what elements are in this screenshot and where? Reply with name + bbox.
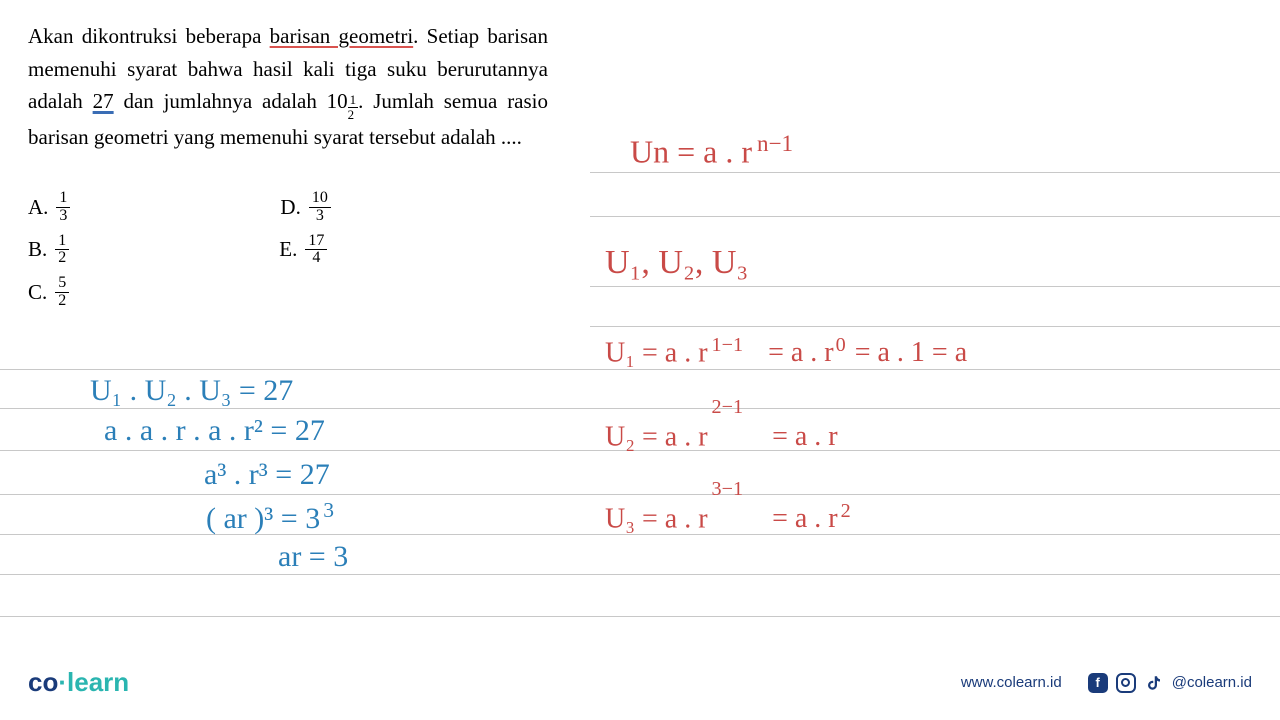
ar-equals: ar = 3 xyxy=(278,540,348,574)
underlined-barisan-geometri: barisan geometri xyxy=(270,24,414,48)
footer-handle: @colearn.id xyxy=(1172,674,1252,691)
tiktok-icon xyxy=(1144,673,1164,693)
frac-num: 1 xyxy=(55,233,69,251)
frac-den: 4 xyxy=(309,250,323,267)
ar-cubed: ( ar )³ = 33 xyxy=(206,498,331,536)
logo-dot: · xyxy=(58,667,67,697)
frac-num: 1 xyxy=(56,190,70,208)
u3-end: = a . r xyxy=(772,503,838,534)
frac-num: 10 xyxy=(309,190,331,208)
problem-part-c: dan jumlahnya adalah 10 xyxy=(114,89,348,113)
social-icons: f @colearn.id xyxy=(1088,673,1252,693)
frac-num: 5 xyxy=(55,275,69,293)
option-letter: E. xyxy=(279,235,297,264)
problem-fraction: 12 xyxy=(348,93,359,121)
frac-den: 3 xyxy=(56,208,70,225)
u1-mid: = a . r xyxy=(768,337,834,368)
instagram-icon xyxy=(1116,673,1136,693)
underlined-27: 27 xyxy=(93,89,114,113)
option-letter: B. xyxy=(28,235,47,264)
problem-text: Akan dikontruksi beberapa barisan geomet… xyxy=(28,20,548,156)
u3-exp: 3−1 xyxy=(712,478,744,500)
option-letter: A. xyxy=(28,193,48,222)
footer: co·learn www.colearn.id f @colearn.id xyxy=(28,667,1252,698)
answer-options: A. 13 D. 103 B. 12 E. 174 C. 52 xyxy=(28,190,331,318)
u2-end: = a . r xyxy=(772,421,838,452)
option-c: C. 52 xyxy=(28,275,69,310)
frac-den: 2 xyxy=(55,293,69,310)
u1-text: U₁ = a . r xyxy=(605,337,708,368)
u2-exp: 2−1 xyxy=(712,396,744,418)
logo-co: co xyxy=(28,667,58,697)
frac-den: 2 xyxy=(55,250,69,267)
facebook-icon: f xyxy=(1088,673,1108,693)
option-b: B. 12 xyxy=(28,233,69,268)
option-d: D. 103 xyxy=(280,190,330,225)
option-letter: C. xyxy=(28,278,47,307)
ar-cube-exp: 3 xyxy=(323,498,334,522)
footer-url: www.colearn.id xyxy=(961,674,1062,691)
logo-learn: learn xyxy=(67,667,129,697)
u1-exp2: 0 xyxy=(836,334,846,356)
footer-right: www.colearn.id f @colearn.id xyxy=(961,673,1252,693)
option-a: A. 13 xyxy=(28,190,70,225)
u3-derivation: U₃ = a . r3−1 = a . r2 xyxy=(605,500,848,535)
un-text: Un = a . r xyxy=(630,134,752,170)
option-letter: D. xyxy=(280,193,300,222)
product-equation: U₁ . U₂ . U₃ = 27 xyxy=(90,374,293,408)
u3-text: U₃ = a . r xyxy=(605,503,708,534)
u2-text: U₂ = a . r xyxy=(605,421,708,452)
brand-logo: co·learn xyxy=(28,667,129,698)
frac-den: 2 xyxy=(348,108,359,122)
un-exp: n−1 xyxy=(757,130,793,156)
u1-end: = a . 1 = a xyxy=(855,337,967,368)
u1-exp: 1−1 xyxy=(712,334,744,356)
frac-num: 1 xyxy=(348,93,359,108)
frac-num: 17 xyxy=(305,233,327,251)
problem-part-a: Akan dikontruksi beberapa xyxy=(28,24,270,48)
formula-un: Un = a . rn−1 xyxy=(630,130,788,171)
u3-sq: 2 xyxy=(841,500,851,522)
u2-derivation: U₂ = a . r2−1 = a . r xyxy=(605,418,838,453)
option-e: E. 174 xyxy=(279,233,327,268)
u1-derivation: U₁ = a . r1−1 = a . r0 = a . 1 = a xyxy=(605,334,967,369)
u1-u2-u3-label: U₁, U₂, U₃ xyxy=(605,244,748,282)
cube-equation: a³ . r³ = 27 xyxy=(204,458,330,492)
frac-den: 3 xyxy=(313,208,327,225)
expand-equation: a . a . r . a . r² = 27 xyxy=(104,414,325,448)
ar-cube-text: ( ar )³ = 3 xyxy=(206,502,320,535)
